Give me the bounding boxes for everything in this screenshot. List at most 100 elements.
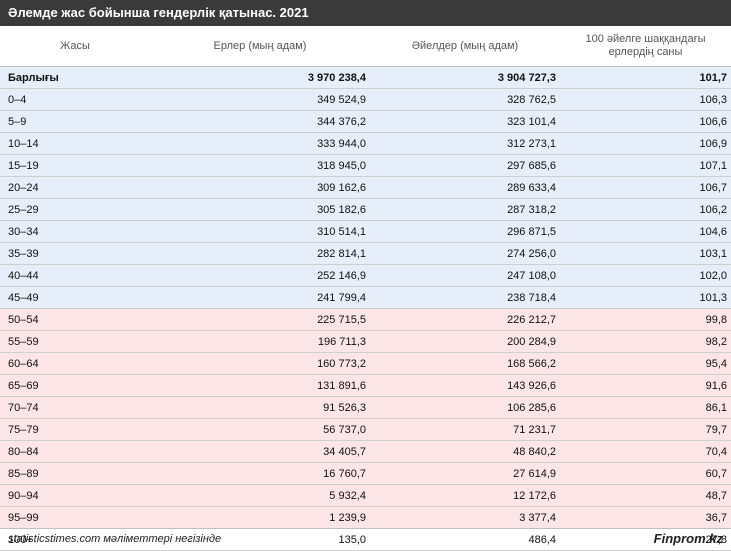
ratio-cell: 70,4 [560, 440, 731, 463]
table-title: Әлемде жас бойынша гендерлік қатынас. 20… [0, 0, 731, 26]
table-row: 10–14 333 944,0 312 273,1 106,9 [0, 132, 731, 155]
ratio-cell: 79,7 [560, 418, 731, 441]
ratio-cell: 101,3 [560, 286, 731, 309]
table-row: 80–84 34 405,7 48 840,2 70,4 [0, 440, 731, 463]
ratio-cell: 99,8 [560, 308, 731, 331]
ratio-cell: 27,8 [560, 528, 731, 551]
women-cell: 226 212,7 [370, 308, 560, 331]
footer: statisticstimes.com мәліметтері негізінд… [0, 528, 731, 550]
ratio-cell: 48,7 [560, 484, 731, 507]
men-cell: 91 526,3 [150, 396, 370, 419]
men-cell: 5 932,4 [150, 484, 370, 507]
age-cell: 20–24 [0, 176, 150, 199]
men-cell: 252 146,9 [150, 264, 370, 287]
ratio-cell: 106,6 [560, 110, 731, 133]
column-header-age: Жасы [0, 26, 150, 67]
women-cell: 296 871,5 [370, 220, 560, 243]
women-cell: 3 904 727,3 [370, 66, 560, 89]
table-row: 95–99 1 239,9 3 377,4 36,7 [0, 506, 731, 529]
women-cell: 312 273,1 [370, 132, 560, 155]
age-cell: 95–99 [0, 506, 150, 529]
ratio-cell: 86,1 [560, 396, 731, 419]
table-row: 70–74 91 526,3 106 285,6 86,1 [0, 396, 731, 419]
women-cell: 143 926,6 [370, 374, 560, 397]
age-cell: 75–79 [0, 418, 150, 441]
men-cell: 225 715,5 [150, 308, 370, 331]
age-cell: 45–49 [0, 286, 150, 309]
ratio-cell: 103,1 [560, 242, 731, 265]
men-cell: 131 891,6 [150, 374, 370, 397]
ratio-cell: 60,7 [560, 462, 731, 485]
ratio-cell: 107,1 [560, 154, 731, 177]
women-cell: 328 762,5 [370, 88, 560, 111]
table-row: 30–34 310 514,1 296 871,5 104,6 [0, 220, 731, 243]
ratio-cell: 106,7 [560, 176, 731, 199]
men-cell: 160 773,2 [150, 352, 370, 375]
table-row: 40–44 252 146,9 247 108,0 102,0 [0, 264, 731, 287]
table-row: 55–59 196 711,3 200 284,9 98,2 [0, 330, 731, 353]
ratio-cell: 106,9 [560, 132, 731, 155]
table-row: 65–69 131 891,6 143 926,6 91,6 [0, 374, 731, 397]
age-cell: 90–94 [0, 484, 150, 507]
men-cell: 282 814,1 [150, 242, 370, 265]
table-body: Барлығы 3 970 238,4 3 904 727,3 101,7 0–4 349… [0, 66, 731, 551]
men-cell: 349 524,9 [150, 88, 370, 111]
age-cell: 40–44 [0, 264, 150, 287]
age-cell: 15–19 [0, 154, 150, 177]
ratio-cell: 102,0 [560, 264, 731, 287]
age-cell: 10–14 [0, 132, 150, 155]
ratio-cell: 104,6 [560, 220, 731, 243]
table-row: 50–54 225 715,5 226 212,7 99,8 [0, 308, 731, 331]
men-cell: 34 405,7 [150, 440, 370, 463]
women-cell: 289 633,4 [370, 176, 560, 199]
table-row: 20–24 309 162,6 289 633,4 106,7 [0, 176, 731, 199]
ratio-cell: 106,3 [560, 88, 731, 111]
table-row: 0–4 349 524,9 328 762,5 106,3 [0, 88, 731, 111]
men-cell: 310 514,1 [150, 220, 370, 243]
table-row: 90–94 5 932,4 12 172,6 48,7 [0, 484, 731, 507]
women-cell: 48 840,2 [370, 440, 560, 463]
age-cell: 70–74 [0, 396, 150, 419]
men-cell: 196 711,3 [150, 330, 370, 353]
women-cell: 287 318,2 [370, 198, 560, 221]
table-row: 25–29 305 182,6 287 318,2 106,2 [0, 198, 731, 221]
column-header-women: Әйелдер (мың адам) [370, 26, 560, 67]
age-cell: 30–34 [0, 220, 150, 243]
age-cell: 80–84 [0, 440, 150, 463]
men-cell: 241 799,4 [150, 286, 370, 309]
women-cell: 106 285,6 [370, 396, 560, 419]
ratio-cell: 36,7 [560, 506, 731, 529]
men-cell: 309 162,6 [150, 176, 370, 199]
ratio-cell: 106,2 [560, 198, 731, 221]
women-cell: 12 172,6 [370, 484, 560, 507]
men-cell: 1 239,9 [150, 506, 370, 529]
men-cell: 56 737,0 [150, 418, 370, 441]
women-cell: 274 256,0 [370, 242, 560, 265]
age-cell: 65–69 [0, 374, 150, 397]
women-cell: 323 101,4 [370, 110, 560, 133]
age-cell: 0–4 [0, 88, 150, 111]
column-header-men: Ерлер (мың адам) [150, 26, 370, 67]
men-cell: 333 944,0 [150, 132, 370, 155]
table-row: 35–39 282 814,1 274 256,0 103,1 [0, 242, 731, 265]
men-cell: 16 760,7 [150, 462, 370, 485]
men-cell: 318 945,0 [150, 154, 370, 177]
women-cell: 168 566,2 [370, 352, 560, 375]
women-cell: 238 718,4 [370, 286, 560, 309]
men-cell: 3 970 238,4 [150, 66, 370, 89]
women-cell: 27 614,9 [370, 462, 560, 485]
age-cell: 55–59 [0, 330, 150, 353]
gender-ratio-table: Жасы Ерлер (мың адам) Әйелдер (мың адам)… [0, 26, 731, 551]
men-cell: 305 182,6 [150, 198, 370, 221]
table-row-total: Барлығы 3 970 238,4 3 904 727,3 101,7 [0, 66, 731, 89]
age-cell: 100+ [0, 528, 150, 551]
women-cell: 3 377,4 [370, 506, 560, 529]
ratio-cell: 98,2 [560, 330, 731, 353]
women-cell: 247 108,0 [370, 264, 560, 287]
table-row: 5–9 344 376,2 323 101,4 106,6 [0, 110, 731, 133]
ratio-cell: 95,4 [560, 352, 731, 375]
age-cell: 35–39 [0, 242, 150, 265]
men-cell: 135,0 [150, 528, 370, 551]
table-row: 75–79 56 737,0 71 231,7 79,7 [0, 418, 731, 441]
women-cell: 200 284,9 [370, 330, 560, 353]
